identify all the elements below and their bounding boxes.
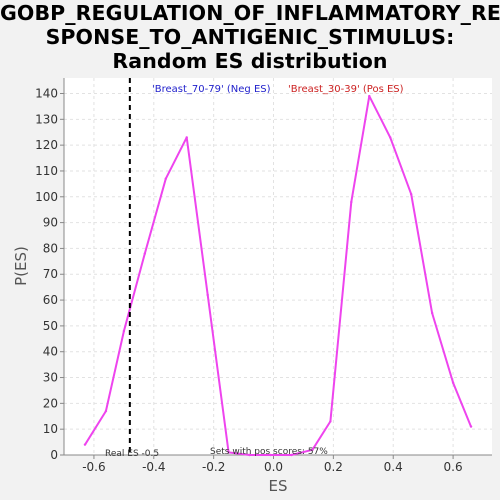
y-tick-label: 130 [35,112,58,126]
pos-scores-label: Sets with pos scores: 57% [210,447,328,457]
axes: 0 10 20 30 40 50 60 70 80 90 100 110 120 130 140 -0.6 -0… [35,78,492,474]
data-point [164,177,167,180]
y-tick-label: 40 [43,345,58,359]
x-tick-label: -0.6 [82,460,105,474]
y-tick-label: 90 [43,216,58,230]
y-tick-label: 20 [43,396,58,410]
x-tick-label: -0.2 [202,460,225,474]
y-tick-label: 110 [35,164,58,178]
pos-es-label: 'Breast_30-39' (Pos ES) [288,84,404,95]
y-tick-label: 10 [43,422,58,436]
data-point [350,200,353,204]
y-tick-label: 50 [43,319,58,333]
data-point [311,448,314,452]
x-tick-label: 0.0 [264,460,283,474]
annotations: 'Breast_70-79' (Neg ES) 'Breast_30-39' (… [105,84,404,459]
chart-title-line-3: Random ES distribution [112,49,388,73]
y-tick-label: 30 [43,371,58,385]
data-point [469,425,473,428]
x-axis-label: ES [269,477,288,495]
y-tick-label: 120 [35,138,58,152]
y-tick-label: 100 [35,190,58,204]
x-tick-label: 0.6 [444,460,463,474]
y-tick-label: 80 [43,241,58,255]
chart-title-line-2: SPONSE_TO_ANTIGENIC_STIMULUS: [45,25,455,49]
data-point [206,293,209,297]
data-point [290,453,293,457]
data-point [122,329,126,333]
data-point [104,409,108,413]
data-point [227,451,230,454]
y-axis-label: P(ES) [12,246,30,286]
data-point [329,420,332,423]
data-point [143,252,147,255]
x-tick-label: 0.2 [324,460,343,474]
x-tick-label: -0.4 [142,460,165,474]
data-point [389,136,392,139]
series-layer [83,94,473,457]
data-point [368,94,371,98]
neg-es-label: 'Breast_70-79' (Neg ES) [152,84,271,95]
data-point [451,381,455,384]
real-es-label: Real ES -0.5 [105,449,159,459]
chart-title-line-1: GOBP_REGULATION_OF_INFLAMMATORY_RE [0,1,500,25]
data-point [269,453,272,457]
y-tick-label: 0 [50,448,58,462]
y-tick-label: 60 [43,293,58,307]
data-point [248,453,251,457]
y-tick-label: 70 [43,267,58,281]
series-line [84,95,472,456]
x-tick-label: 0.4 [384,460,403,474]
plot-area [64,78,492,455]
data-point [185,136,188,139]
data-point [83,443,87,446]
data-point [430,311,434,315]
y-tick-label: 140 [35,86,58,100]
grid-lines [64,78,492,456]
data-point [409,192,413,196]
